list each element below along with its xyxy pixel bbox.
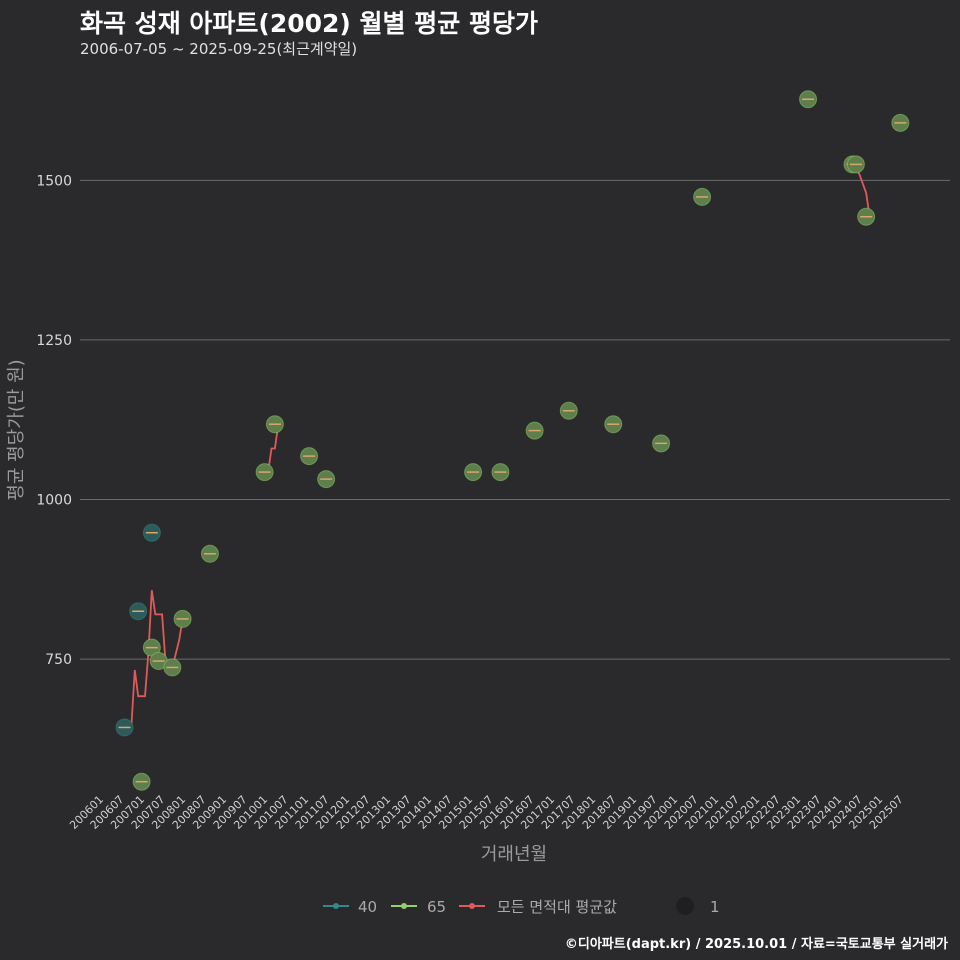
legend: 40 65 모든 면적대 평균값 1 [323,897,720,916]
x-axis-ticks: 2006012006072007012007072008012008072009… [67,793,906,832]
legend-dot-65 [401,903,407,909]
average-line-group [124,163,873,729]
legend-label-65: 65 [427,898,446,916]
legend-size-item: 1 [676,897,720,916]
chart-title: 화곡 성재 아파트(2002) 월별 평균 평당가 [80,9,538,38]
y-tick-label: 1500 [36,173,72,189]
x-axis-title: 거래년월 [481,844,547,865]
grid-lines [80,179,950,660]
legend-dot-40 [333,903,339,909]
legend-item-average: 모든 면적대 평균값 [459,898,617,916]
legend-size-label: 1 [710,898,720,916]
legend-label-average: 모든 면적대 평균값 [497,898,617,916]
y-axis-title: 평균 평당가(만 원) [6,359,27,500]
scatter-points [115,90,910,791]
legend-item-65: 65 [391,898,446,916]
legend-dot-average [469,903,475,909]
legend-item-40: 40 [323,898,377,916]
legend-label-40: 40 [358,898,377,916]
y-tick-label: 1000 [36,493,72,509]
chart-subtitle: 2006-07-05 ~ 2025-09-25(최근계약일) [80,40,358,58]
data-credit: ©디아파트(dapt.kr) / 2025.10.01 / 자료=국토교통부 실… [564,937,948,952]
y-tick-label: 750 [45,652,72,668]
y-axis-ticks: 750 1000 1250 1500 [36,173,72,668]
y-tick-label: 1250 [36,333,72,349]
average-line [124,590,190,729]
legend-size-circle [676,897,694,915]
